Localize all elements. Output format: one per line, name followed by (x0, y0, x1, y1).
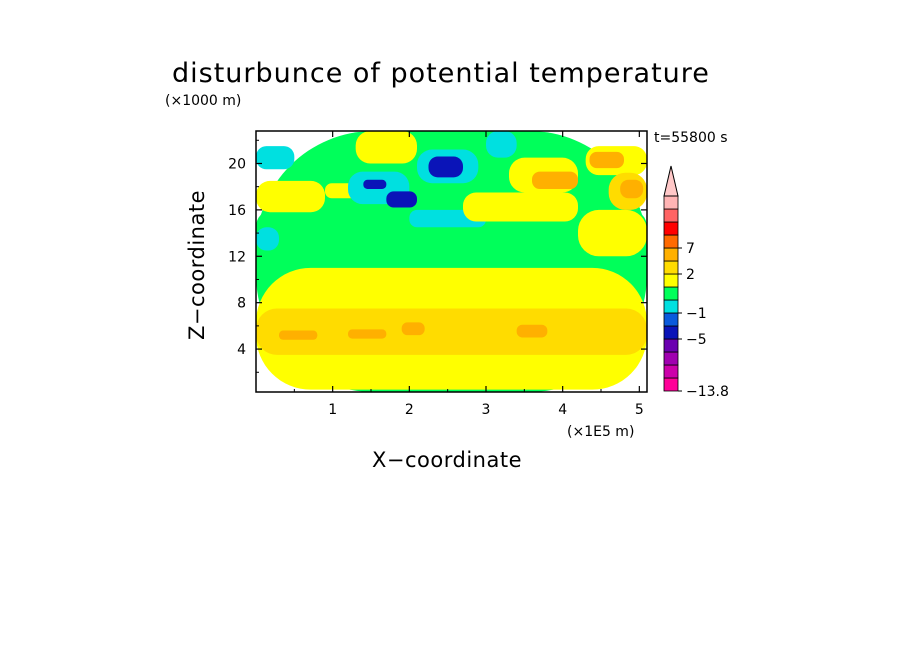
colorbar-segment (663, 325, 679, 340)
contour-patch (363, 179, 387, 189)
x-tick-label: 4 (558, 402, 567, 418)
colorbar-segment (663, 273, 679, 288)
y-axis: 4 8 12 16 20 (228, 139, 647, 373)
y-tick-label: 4 (237, 342, 246, 358)
contour-patch (516, 324, 548, 338)
colorbar-segment (663, 377, 679, 392)
x-tick-label: 1 (328, 402, 337, 418)
contour-patch (578, 209, 647, 257)
chart-title: disturbunce of potential temperature (172, 58, 710, 89)
x-tick-label: 3 (482, 402, 491, 418)
colorbar-label: −5 (686, 332, 707, 348)
colorbar-segment (663, 234, 679, 249)
plot-frame (255, 130, 648, 393)
contour-patch (279, 330, 318, 340)
contour-patch (532, 171, 578, 189)
y-tick-label: 20 (228, 156, 246, 172)
colorbar-segment (663, 247, 679, 262)
colorbar: 7 2 −1 −5 −13.8 (663, 165, 729, 400)
contour-patch (256, 146, 295, 170)
colorbar-segment (663, 221, 679, 236)
y-tick-label: 8 (237, 296, 246, 312)
contour-patch (486, 131, 517, 158)
colorbar-segment (663, 299, 679, 314)
z-axis-unit: (×1000 m) (165, 93, 242, 109)
colorbar-segment (663, 286, 679, 301)
contour-patch (401, 322, 425, 336)
colorbar-segment (663, 338, 679, 353)
contour-patch (620, 179, 644, 199)
contour-patch (355, 131, 417, 164)
colorbar-label: −1 (686, 306, 707, 322)
time-label: t=55800 s (654, 130, 728, 146)
contour-patch (256, 308, 647, 355)
x-tick-label: 5 (635, 402, 644, 418)
colorbar-segment (663, 312, 679, 327)
x-axis-unit: (×1E5 m) (567, 424, 635, 440)
x-tick-label: 2 (405, 402, 414, 418)
x-axis: 1 2 3 4 5 (293, 131, 644, 418)
colorbar-label: −13.8 (686, 384, 729, 400)
colorbar-segment (663, 195, 679, 210)
contour-patch (256, 180, 325, 213)
contour-patch (256, 227, 279, 251)
contour-patch (589, 151, 624, 169)
contour-patch (428, 156, 463, 178)
colorbar-segment (663, 351, 679, 366)
colorbar-extend-arrow (663, 165, 679, 197)
colorbar-segment (663, 260, 679, 275)
contour-patch (463, 192, 578, 222)
contour-patch (386, 191, 417, 208)
y-tick-label: 12 (228, 249, 246, 265)
contour-patch (348, 329, 387, 339)
colorbar-label: 7 (686, 241, 695, 257)
colorbar-segment (663, 364, 679, 379)
contour-field (256, 131, 647, 392)
y-tick-label: 16 (228, 203, 246, 219)
colorbar-label: 2 (686, 267, 695, 283)
colorbar-segment (663, 208, 679, 223)
x-axis-label: X−coordinate (372, 448, 522, 472)
